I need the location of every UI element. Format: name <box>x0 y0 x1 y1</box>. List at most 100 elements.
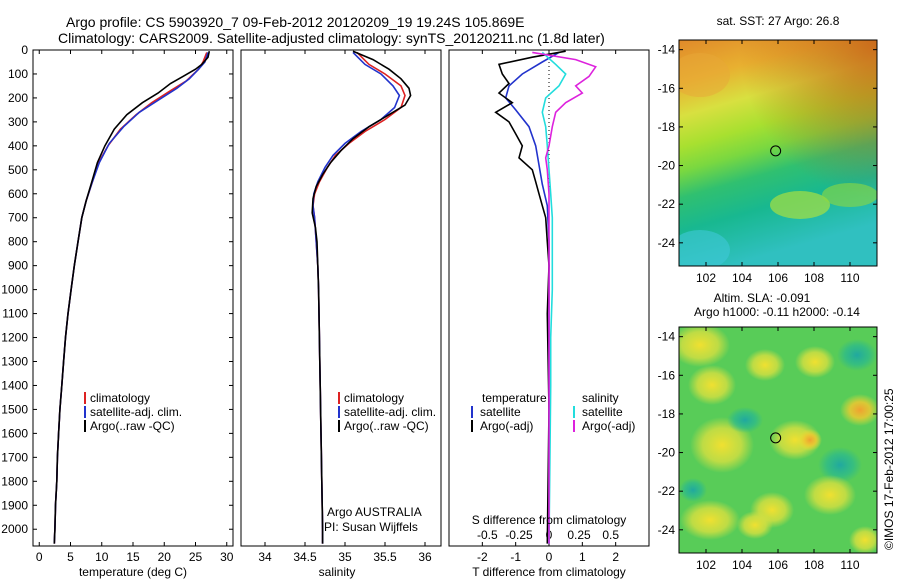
legend-label-t-argo: Argo(-adj) <box>480 419 533 433</box>
x-tick-label: 1 <box>579 550 586 564</box>
difference-series <box>494 50 597 544</box>
temperature-x-label: temperature (deg C) <box>79 565 187 579</box>
map-y-tick-label: -16 <box>658 368 676 382</box>
depth-tick-label: 0 <box>21 43 28 57</box>
map-y-tick-label: -24 <box>658 236 676 250</box>
x-tick-label: 0 <box>36 550 43 564</box>
depth-tick-label: 200 <box>8 91 28 105</box>
depth-tick-label: 800 <box>8 235 28 249</box>
depth-tick-label: 1000 <box>1 283 28 297</box>
argo-position-marker <box>770 432 782 444</box>
map-x-tick-label: 106 <box>768 271 788 285</box>
map-y-tick-label: -14 <box>658 43 676 57</box>
map-x-tick-label: 102 <box>696 558 716 572</box>
map-y-tick-label: -22 <box>658 484 676 498</box>
depth-tick-label: 700 <box>8 211 28 225</box>
legend-header-salinity: salinity <box>582 391 619 405</box>
temperature-legend: climatology satellite-adj. clim. Argo(..… <box>84 391 182 433</box>
map-x-tick-label: 110 <box>840 271 859 285</box>
difference-panel: -2 -1 0 1 2-0.5 -0.25 0 0.25 0.5 temperature sal… <box>448 49 650 579</box>
map-x-tick-label: 106 <box>768 558 788 572</box>
x-tick-label: 30 <box>220 550 234 564</box>
legend-label-satellite: satellite-adj. clim. <box>344 405 436 419</box>
difference-legend: temperature salinity satellite Argo(-adj… <box>471 391 635 433</box>
depth-tick-label: 1300 <box>1 354 28 368</box>
map-x-tick-label: 108 <box>804 271 824 285</box>
depth-tick-label: 1400 <box>1 378 28 392</box>
depth-tick-label: 400 <box>8 139 28 153</box>
sst-map-panel: sat. SST: 27 Argo: 26.8 102 104 106 108 110 -… <box>658 14 878 285</box>
series-line-salinity-satellite <box>541 51 567 544</box>
legend-label-satellite: satellite-adj. clim. <box>90 405 182 419</box>
legend-label-t-satellite: satellite <box>480 405 521 419</box>
x-tick-label: 2 <box>612 550 619 564</box>
map-y-tick-label: -18 <box>658 407 676 421</box>
sla-map-panel: Altim. SLA: -0.091 Argo h1000: -0.11 h20… <box>658 291 878 572</box>
map-x-tick-label: 104 <box>732 558 752 572</box>
depth-tick-label: 600 <box>8 187 28 201</box>
temperature-panel: 0100200300400500600700800900100011001200… <box>1 43 649 579</box>
salinity-legend: climatology satellite-adj. clim. Argo(..… <box>338 391 436 433</box>
legend-label-s-satellite: satellite <box>582 405 623 419</box>
legend-label-argo: Argo(..raw -QC) <box>90 419 175 433</box>
temperature-series <box>53 51 211 544</box>
salinity-x-axis: 34 34.5 35 35.5 36 <box>258 50 432 564</box>
s-difference-tick-label: 0.25 <box>567 528 591 542</box>
x-tick-label: -2 <box>477 550 488 564</box>
map-y-tick-label: -24 <box>658 523 676 537</box>
sst-map-title: sat. SST: 27 Argo: 26.8 <box>717 14 840 28</box>
temperature-x-axis: 0 5 10 15 20 25 30 <box>36 50 234 564</box>
x-tick-label: 0 <box>546 550 553 564</box>
s-difference-tick-label: -0.25 <box>505 528 533 542</box>
sla-map-subtitle: Argo h1000: -0.11 h2000: -0.14 <box>694 305 860 319</box>
salinity-series <box>311 50 412 544</box>
title-line-2: Climatology: CARS2009. Satellite-adjuste… <box>58 30 605 46</box>
x-tick-label: 15 <box>126 550 140 564</box>
map-y-tick-label: -22 <box>658 197 676 211</box>
x-tick-label: 34.5 <box>293 550 317 564</box>
x-tick-label: 10 <box>95 550 109 564</box>
map-y-tick-label: -20 <box>658 446 676 460</box>
title-line-1: Argo profile: CS 5903920_7 09-Feb-2012 2… <box>66 14 524 30</box>
sla-map-title: Altim. SLA: -0.091 <box>714 291 811 305</box>
sst-map-axes: 102 104 106 108 110 -14 -16 -18 -20 -22 -24 <box>658 40 877 285</box>
map-x-tick-label: 102 <box>696 271 716 285</box>
x-tick-label: 35 <box>338 550 352 564</box>
salinity-x-label: salinity <box>319 565 356 579</box>
map-y-tick-label: -20 <box>658 159 676 173</box>
depth-tick-label: 1100 <box>2 307 28 321</box>
x-tick-label: 34 <box>258 550 272 564</box>
argo-source-annotation: Argo AUSTRALIA <box>327 505 422 519</box>
map-x-tick-label: 110 <box>840 558 859 572</box>
legend-label-s-argo: Argo(-adj) <box>582 419 635 433</box>
s-difference-tick-label: 0.5 <box>602 528 619 542</box>
x-tick-label: 5 <box>67 550 74 564</box>
salinity-panel: 34 34.5 35 35.5 36 climatology satellite-adj… <box>240 49 442 579</box>
sst-heatmap-field <box>679 40 877 266</box>
x-tick-label: 36 <box>418 550 432 564</box>
map-y-tick-label: -14 <box>658 330 676 344</box>
depth-tick-label: 900 <box>8 259 28 273</box>
depth-tick-label: 500 <box>8 163 28 177</box>
depth-tick-label: 1200 <box>1 331 28 345</box>
depth-tick-label: 1800 <box>1 474 28 488</box>
sla-map-axes: 102 104 106 108 110 -14 -16 -18 -20 -22 -24 <box>658 327 877 572</box>
x-tick-label: 35.5 <box>373 550 397 564</box>
depth-tick-label: 1700 <box>1 450 28 464</box>
x-tick-label: -1 <box>510 550 521 564</box>
map-x-tick-label: 108 <box>804 558 824 572</box>
x-tick-label: 25 <box>189 550 203 564</box>
x-tick-label: 20 <box>158 550 172 564</box>
salinity-difference-label: S difference from climatology <box>472 513 627 527</box>
map-x-tick-label: 104 <box>732 271 752 285</box>
legend-label-climatology: climatology <box>90 391 150 405</box>
depth-tick-label: 1500 <box>1 402 28 416</box>
pi-annotation: PI: Susan Wijffels <box>324 520 418 534</box>
series-line-argo-raw-qc- <box>53 51 211 544</box>
imos-timestamp: ©IMOS 17-Feb-2012 17:00:25 <box>882 388 896 550</box>
temperature-difference-label: T difference from climatology <box>472 565 626 579</box>
map-y-tick-label: -18 <box>658 120 676 134</box>
depth-tick-label: 1900 <box>1 498 28 512</box>
map-y-tick-label: -16 <box>658 81 676 95</box>
argo-position-marker <box>770 145 782 157</box>
